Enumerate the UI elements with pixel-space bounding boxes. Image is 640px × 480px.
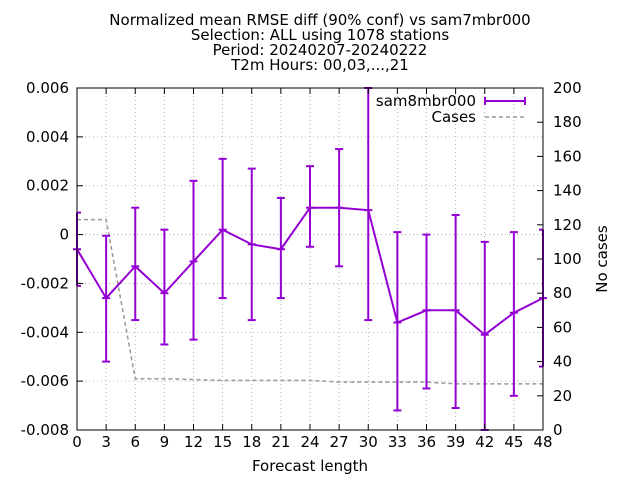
axis-ticks: 0 3 6 9 12 15 18 21 24 27 30 33 36 39 42 45 48-0.008-0.0… — [21, 79, 582, 451]
title-line: T2m Hours: 00,03,...,21 — [230, 56, 409, 74]
y-tick-label: 0.006 — [26, 79, 69, 97]
y-tick-label: 0 — [59, 226, 69, 244]
y-tick-label: -0.006 — [21, 372, 69, 390]
cases-line — [77, 218, 543, 385]
x-tick-label: 9 — [160, 433, 170, 451]
y2-axis-label: No cases — [593, 225, 611, 293]
x-tick-label: 12 — [184, 433, 203, 451]
y-tick-label: -0.004 — [21, 323, 69, 341]
x-tick-label: 30 — [359, 433, 378, 451]
y-tick-label: 0.004 — [26, 128, 69, 146]
y-tick-label: 0.002 — [26, 177, 69, 195]
y-tick-label: -0.002 — [21, 274, 69, 292]
x-tick-label: 0 — [72, 433, 82, 451]
legend-label-sam8mbr000: sam8mbr000 — [376, 92, 476, 110]
x-tick-label: 42 — [475, 433, 494, 451]
y2-tick-label: 60 — [553, 318, 572, 336]
title-line: Normalized mean RMSE diff (90% conf) vs … — [109, 11, 530, 29]
y2-tick-label: 0 — [553, 421, 563, 439]
y2-tick-label: 140 — [553, 182, 582, 200]
x-tick-label: 48 — [533, 433, 552, 451]
x-tick-label: 36 — [417, 433, 436, 451]
grid — [76, 87, 544, 431]
title-line: Selection: ALL using 1078 stations — [191, 26, 450, 44]
y2-tick-label: 40 — [553, 353, 572, 371]
x-tick-label: 24 — [300, 433, 319, 451]
y2-tick-label: 100 — [553, 250, 582, 268]
chart-title: Normalized mean RMSE diff (90% conf) vs … — [109, 11, 530, 74]
x-tick-label: 6 — [130, 433, 140, 451]
x-tick-label: 39 — [446, 433, 465, 451]
x-axis-label: Forecast length — [252, 457, 368, 475]
x-tick-label: 3 — [101, 433, 111, 451]
x-tick-label: 33 — [388, 433, 407, 451]
legend-label-cases: Cases — [431, 108, 476, 126]
y2-tick-label: 160 — [553, 147, 582, 165]
x-tick-label: 27 — [330, 433, 349, 451]
plot-frame — [76, 87, 544, 431]
x-tick-label: 21 — [271, 433, 290, 451]
series-cases — [77, 218, 543, 385]
y2-tick-label: 80 — [553, 284, 572, 302]
legend: sam8mbr000 Cases — [376, 92, 526, 126]
y2-tick-label: 20 — [553, 387, 572, 405]
x-tick-label: 18 — [242, 433, 261, 451]
x-tick-label: 45 — [504, 433, 523, 451]
y2-tick-label: 200 — [553, 79, 582, 97]
y2-tick-label: 120 — [553, 216, 582, 234]
y-tick-label: -0.008 — [21, 421, 69, 439]
title-line: Period: 20240207-20240222 — [213, 41, 428, 59]
y2-tick-label: 180 — [553, 113, 582, 131]
x-tick-label: 15 — [213, 433, 232, 451]
